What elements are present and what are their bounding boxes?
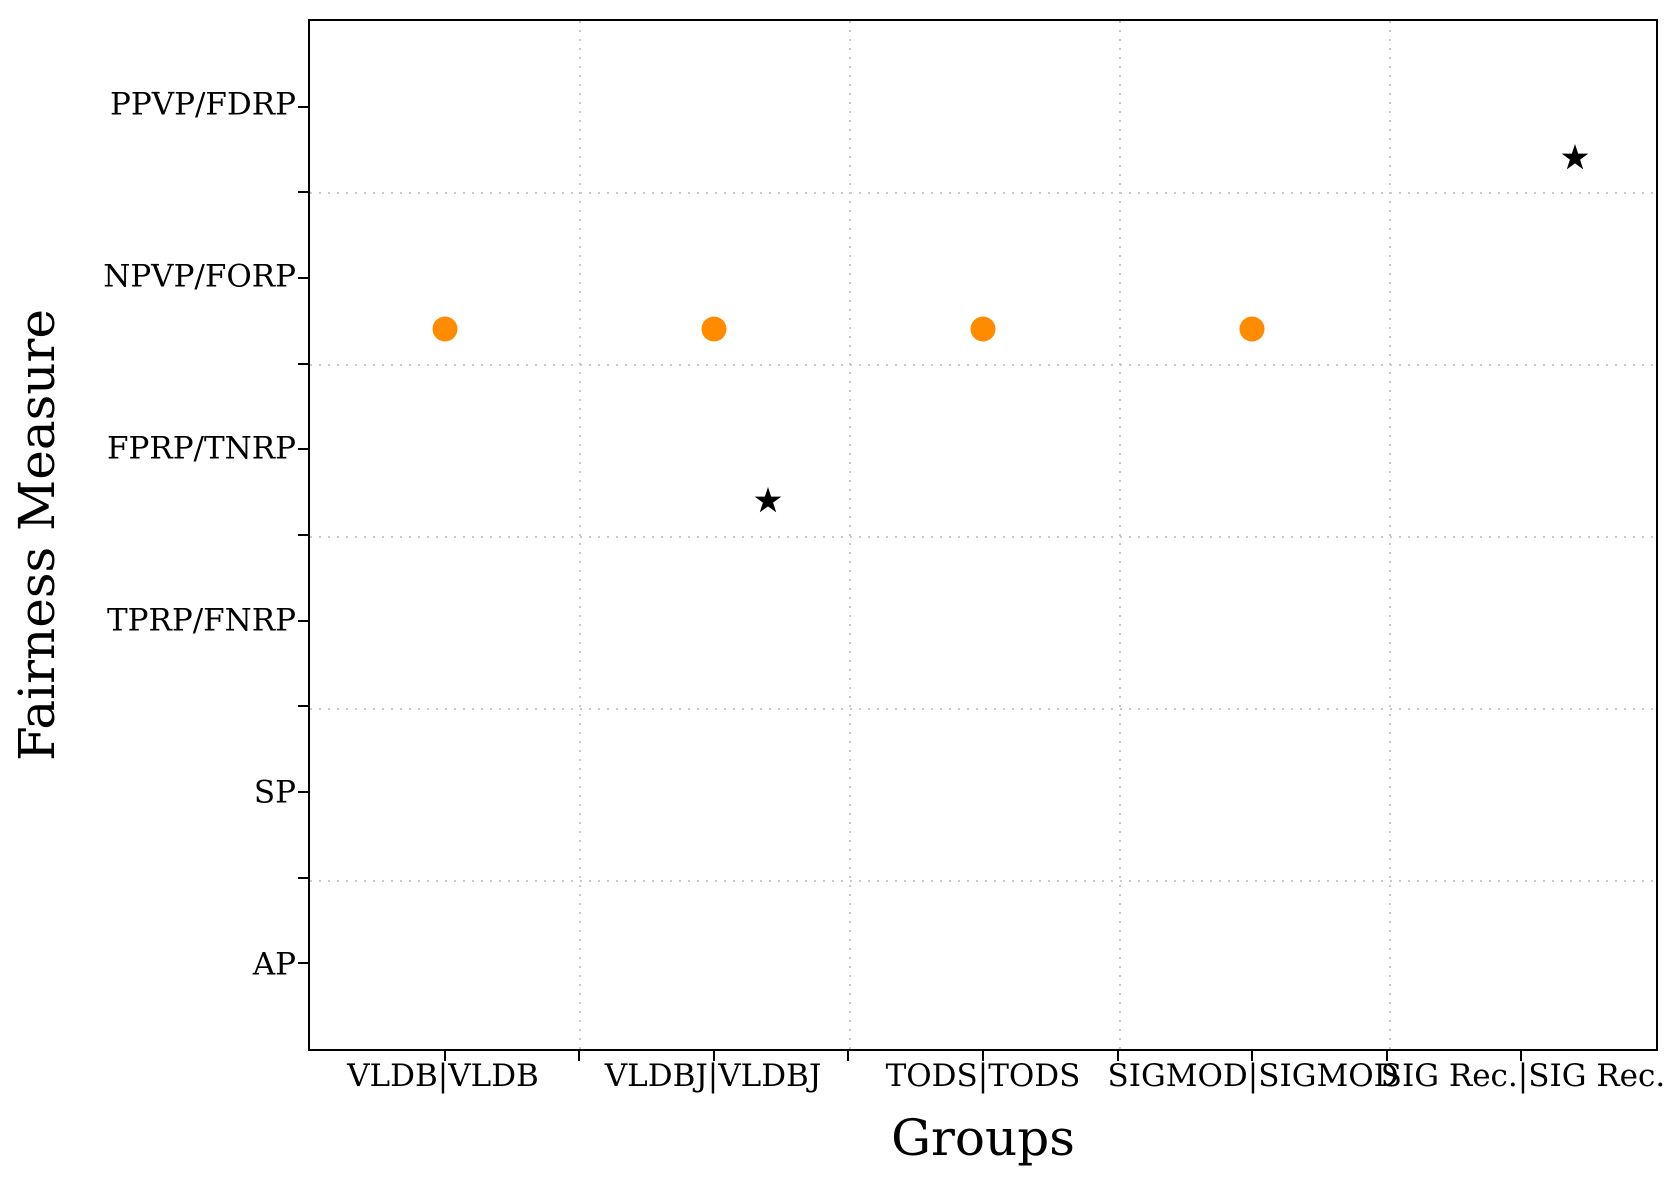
- y-tick-label: TPRP/FNRP: [106, 602, 296, 639]
- gridline-horizontal: [310, 364, 1656, 366]
- y-axis-tick: [298, 105, 308, 108]
- y-tick-label: AP: [252, 946, 296, 983]
- y-axis-tick: [298, 448, 308, 451]
- y-axis-tick: [298, 191, 308, 194]
- x-tick-label: SIG Rec.|SIG Rec.: [1380, 1058, 1666, 1094]
- y-axis-tick: [298, 277, 308, 279]
- x-axis-tick: [1116, 1051, 1119, 1061]
- x-tick-label: VLDBJ|VLDBJ: [604, 1058, 822, 1094]
- x-axis-tick: [443, 1051, 446, 1061]
- y-axis-tick: [298, 791, 308, 793]
- gridline-horizontal: [310, 536, 1656, 538]
- gridline-vertical: [579, 21, 581, 1049]
- circle-marker: [1239, 316, 1265, 342]
- y-tick-label: NPVP/FORP: [103, 258, 296, 295]
- y-tick-label: PPVP/FDRP: [110, 86, 296, 123]
- circle-marker: [432, 316, 458, 342]
- x-axis-tick: [578, 1051, 581, 1061]
- y-axis-tick: [298, 619, 308, 622]
- x-tick-label: TODS|TODS: [885, 1058, 1081, 1094]
- gridline-horizontal: [310, 708, 1656, 710]
- gridline-horizontal: [310, 192, 1656, 194]
- x-axis-tick: [982, 1051, 984, 1061]
- x-tick-label: SIGMOD|SIGMOD: [1107, 1058, 1399, 1094]
- y-axis-tick: [298, 362, 308, 365]
- star-marker: [754, 486, 782, 515]
- x-axis-tick: [1385, 1051, 1388, 1061]
- y-axis-tick: [298, 534, 308, 536]
- x-tick-label: VLDB|VLDB: [347, 1058, 539, 1094]
- x-axis-tick: [712, 1051, 715, 1061]
- y-axis-title: Fairness Measure: [8, 309, 66, 761]
- y-tick-label: FPRP/TNRP: [106, 430, 296, 467]
- y-axis-tick: [298, 705, 308, 708]
- gridline-vertical: [849, 21, 851, 1049]
- circle-marker: [970, 316, 996, 342]
- gridline-vertical: [1389, 21, 1391, 1049]
- plot-area: [298, 19, 1658, 1061]
- y-axis-tick: [298, 962, 308, 965]
- circle-marker: [701, 316, 727, 342]
- y-tick-label: SP: [253, 774, 296, 811]
- star-marker: [1561, 144, 1589, 172]
- gridline-vertical: [1119, 21, 1121, 1049]
- y-axis-tick: [298, 876, 308, 879]
- x-axis-title: Groups: [891, 1109, 1075, 1167]
- gridline-horizontal: [310, 880, 1656, 882]
- x-axis-tick: [847, 1051, 850, 1061]
- x-axis-tick: [1520, 1051, 1523, 1061]
- x-axis-tick: [1251, 1051, 1254, 1061]
